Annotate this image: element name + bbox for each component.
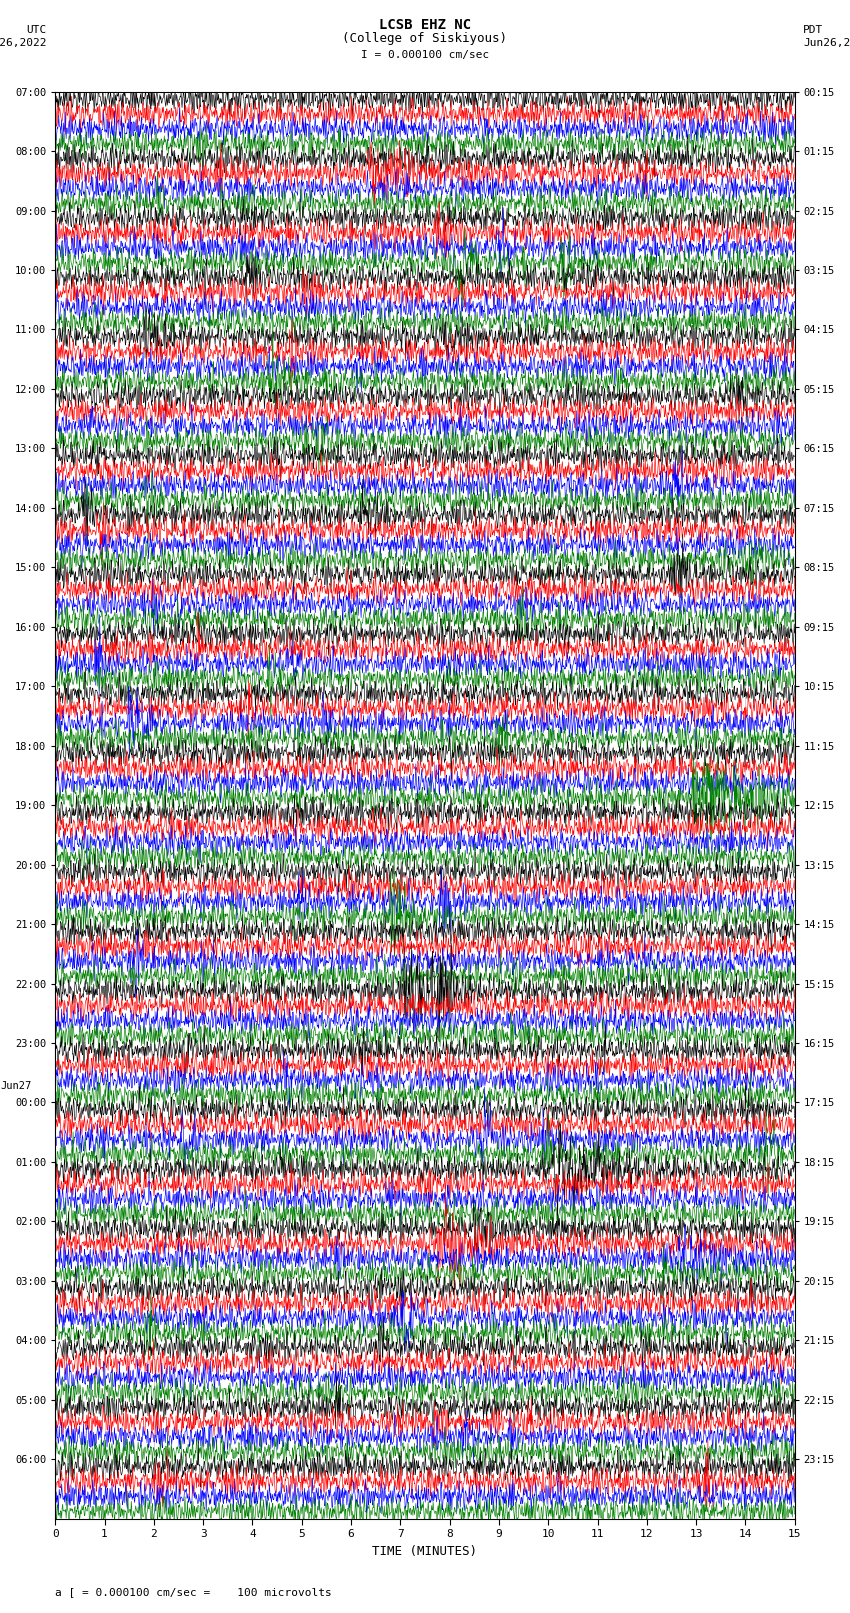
Text: UTC: UTC (26, 26, 47, 35)
Text: LCSB EHZ NC: LCSB EHZ NC (379, 18, 471, 32)
Text: Jun27: Jun27 (0, 1081, 31, 1090)
Text: Jun26,2022: Jun26,2022 (0, 39, 47, 48)
Text: Jun26,2022: Jun26,2022 (803, 39, 850, 48)
Text: PDT: PDT (803, 26, 824, 35)
Text: I = 0.000100 cm/sec: I = 0.000100 cm/sec (361, 50, 489, 60)
X-axis label: TIME (MINUTES): TIME (MINUTES) (372, 1545, 478, 1558)
Text: (College of Siskiyous): (College of Siskiyous) (343, 32, 507, 45)
Text: a [ = 0.000100 cm/sec =    100 microvolts: a [ = 0.000100 cm/sec = 100 microvolts (55, 1587, 332, 1597)
